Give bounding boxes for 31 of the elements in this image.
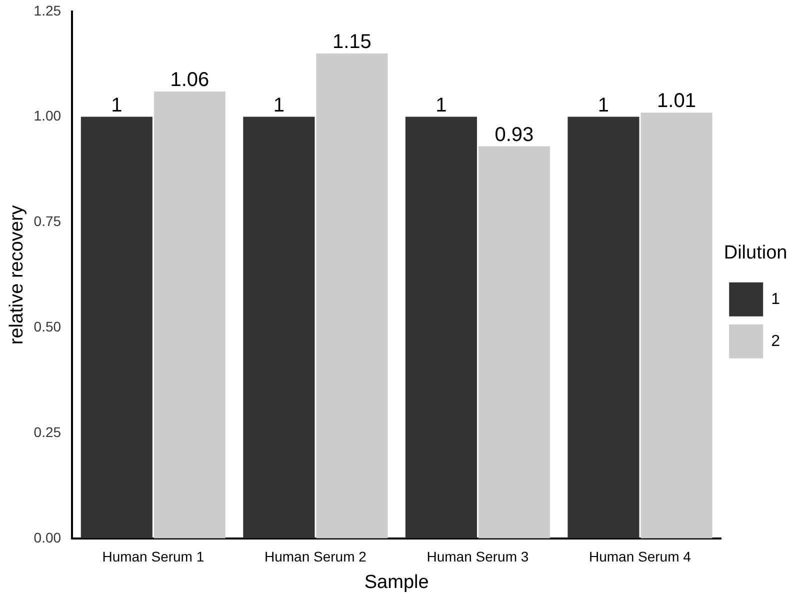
x-tick-label: Human Serum 4 <box>589 548 692 565</box>
y-tick-label: 1.25 <box>34 2 62 18</box>
data-label: 1 <box>598 94 610 116</box>
bar <box>154 92 226 538</box>
y-tick-label: 0.75 <box>34 213 62 230</box>
data-label: 1.01 <box>657 90 696 112</box>
bar <box>478 146 550 538</box>
y-tick-label: 0.00 <box>34 529 62 546</box>
legend-label: 2 <box>771 332 780 350</box>
data-label: 1.15 <box>332 31 372 54</box>
bar <box>405 116 477 538</box>
data-label: 1 <box>273 94 284 116</box>
x-tick-label: Human Serum 1 <box>102 548 204 565</box>
y-axis-title: relative recovery <box>6 204 28 345</box>
x-axis-title: Sample <box>364 572 429 593</box>
y-tick-label: 1.00 <box>34 108 62 124</box>
data-label: 1 <box>436 94 447 116</box>
bar <box>243 116 315 538</box>
data-label: 0.93 <box>494 124 534 146</box>
bar <box>640 112 712 538</box>
bar <box>568 116 640 538</box>
y-tick-label: 0.25 <box>34 424 62 440</box>
bar <box>316 54 388 538</box>
bar <box>80 116 152 538</box>
data-label: 1 <box>111 94 122 116</box>
x-tick-label: Human Serum 2 <box>264 548 367 565</box>
legend-title: Dilution <box>724 242 788 264</box>
y-tick-label: 0.50 <box>34 318 62 334</box>
data-label: 1.06 <box>170 69 210 92</box>
x-tick-label: Human Serum 3 <box>426 548 529 565</box>
legend-label: 1 <box>771 290 780 308</box>
